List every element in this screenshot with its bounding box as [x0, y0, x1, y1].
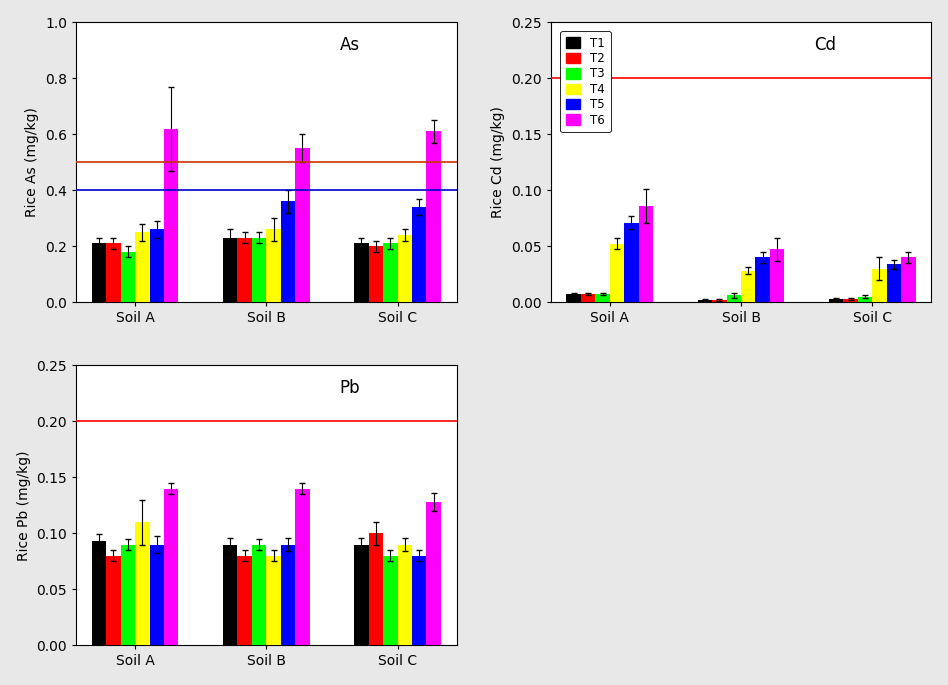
Bar: [397, 545, 412, 645]
Bar: [610, 244, 624, 302]
Bar: [770, 249, 784, 302]
Bar: [120, 251, 135, 302]
Text: Cd: Cd: [813, 36, 836, 54]
Bar: [858, 297, 872, 302]
Bar: [281, 545, 295, 645]
Bar: [383, 243, 397, 302]
Bar: [237, 556, 252, 645]
Bar: [581, 295, 595, 302]
Bar: [369, 534, 383, 645]
Bar: [624, 223, 639, 302]
Bar: [355, 243, 369, 302]
Bar: [844, 299, 858, 302]
Bar: [886, 264, 902, 302]
Bar: [92, 541, 106, 645]
Bar: [237, 238, 252, 302]
Bar: [829, 299, 844, 302]
Bar: [726, 295, 741, 302]
Bar: [639, 206, 653, 302]
Bar: [164, 129, 178, 302]
Bar: [106, 556, 120, 645]
Bar: [383, 556, 397, 645]
Bar: [756, 258, 770, 302]
Y-axis label: Rice As (mg/kg): Rice As (mg/kg): [26, 107, 40, 217]
Bar: [120, 545, 135, 645]
Bar: [150, 229, 164, 302]
Bar: [369, 246, 383, 302]
Bar: [412, 207, 427, 302]
Bar: [397, 235, 412, 302]
Bar: [252, 238, 266, 302]
Bar: [412, 556, 427, 645]
Bar: [698, 300, 712, 302]
Bar: [150, 545, 164, 645]
Bar: [567, 295, 581, 302]
Bar: [266, 229, 281, 302]
Bar: [355, 545, 369, 645]
Y-axis label: Rice Pb (mg/kg): Rice Pb (mg/kg): [17, 450, 30, 560]
Bar: [223, 545, 237, 645]
Bar: [92, 243, 106, 302]
Bar: [135, 522, 150, 645]
Bar: [106, 243, 120, 302]
Legend: T1, T2, T3, T4, T5, T6: T1, T2, T3, T4, T5, T6: [560, 31, 611, 132]
Bar: [252, 545, 266, 645]
Bar: [281, 201, 295, 302]
Bar: [872, 269, 886, 302]
Bar: [164, 488, 178, 645]
Text: Pb: Pb: [339, 379, 360, 397]
Bar: [427, 502, 441, 645]
Y-axis label: Rice Cd (mg/kg): Rice Cd (mg/kg): [491, 106, 505, 218]
Bar: [427, 132, 441, 302]
Bar: [902, 258, 916, 302]
Bar: [741, 271, 756, 302]
Bar: [295, 488, 310, 645]
Bar: [295, 148, 310, 302]
Bar: [712, 300, 726, 302]
Bar: [266, 556, 281, 645]
Text: As: As: [340, 36, 360, 54]
Bar: [595, 295, 610, 302]
Bar: [135, 232, 150, 302]
Bar: [223, 238, 237, 302]
